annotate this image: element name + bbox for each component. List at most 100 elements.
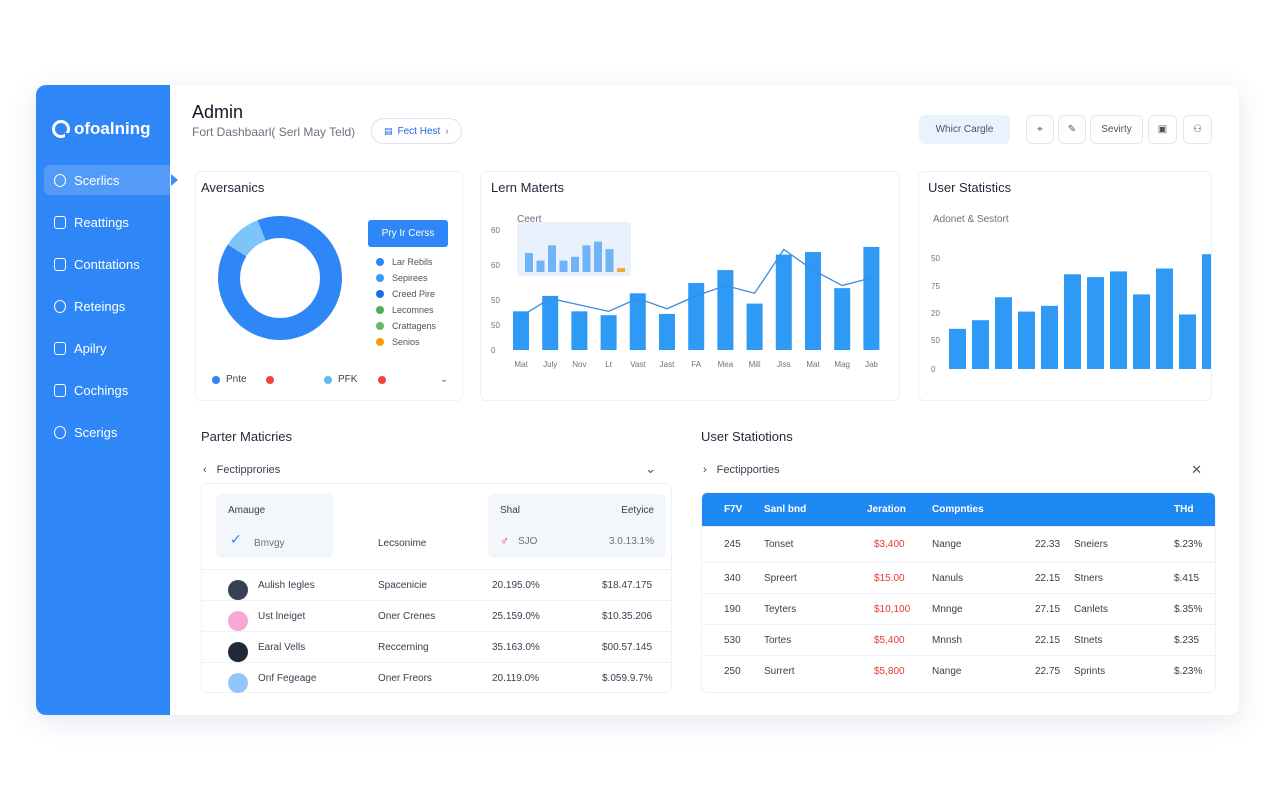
bar (746, 303, 763, 350)
table-row[interactable]: 340 Spreert $15.00 Nanuls 22.15 Stners $… (702, 562, 1215, 593)
left-table: Amauge ✓ Bmvgy Lecsonime Shal Eetyice ♂ … (201, 483, 672, 693)
sidebar-item-reteings[interactable]: Reteings (44, 291, 170, 321)
cell: Stnets (1074, 635, 1103, 646)
clipboard-icon (54, 215, 66, 229)
cell: Tortes (764, 635, 792, 646)
column-header[interactable]: Sanl bnd (764, 504, 807, 515)
table-row[interactable]: 190 Teyters $10,100 Mnnge 27.15 Canlets … (702, 593, 1215, 624)
inset-bar (594, 241, 602, 272)
column-header[interactable]: Jeration (867, 504, 906, 515)
chevron-down-icon[interactable]: ⌄ (440, 374, 449, 385)
document-icon (54, 257, 66, 271)
filter-icon: ▤ (384, 125, 393, 136)
sidebar-item-label: Scerigs (74, 424, 118, 440)
box-icon (54, 341, 66, 355)
x-tick-label: Jast (660, 360, 675, 369)
filter-pill-label: Fect Hest (397, 125, 441, 137)
row-value-a: 35.163.0% (492, 642, 540, 653)
y-tick-label: 0 (491, 346, 496, 355)
y-tick-label: 20 (931, 309, 940, 318)
cell: Tonset (764, 539, 794, 550)
cell: 22.75 (1035, 666, 1061, 677)
sidebar-item-scerigs[interactable]: Scerigs (44, 417, 170, 447)
bar (805, 252, 821, 350)
donut-action-button[interactable]: Pry Ir Cerss (368, 220, 448, 247)
security-button[interactable]: Sevirty (1090, 115, 1143, 144)
row-name: Ust lneiget (258, 611, 306, 622)
column-header[interactable]: THd (1174, 504, 1194, 515)
gear-icon (54, 173, 66, 187)
legend-item: Sepirees (376, 270, 436, 286)
inset-bar (617, 268, 625, 272)
x-tick-label: Mea (718, 360, 734, 369)
page-title: Admin (192, 102, 244, 122)
legend-label: Creed Pire (392, 289, 436, 299)
row-name: Earal Vells (258, 642, 306, 653)
sidebar-item-label: Cochings (74, 382, 129, 398)
filter-label: Fectipprories (216, 464, 281, 476)
cell-amount: $10,100 (874, 604, 911, 615)
sidebar-item-reattings[interactable]: Reattings (44, 207, 170, 237)
cell: Surrert (764, 666, 795, 677)
table-row[interactable]: 250 Surrert $5,800 Nange 22.75 Sprints $… (702, 655, 1215, 686)
table-row[interactable]: Aulish Iegles Spacenicie 20.195.0% $18.4… (202, 569, 671, 600)
brand[interactable]: ofoalning (52, 119, 150, 139)
header-value: 3.0.13.1% (608, 536, 654, 547)
chevron-right-icon: › (445, 125, 449, 137)
cell: 22.33 (1035, 539, 1061, 550)
legend-label: Lecomnes (392, 305, 434, 315)
primary-action-button[interactable]: Whicr Cargle (919, 115, 1010, 144)
cell: 22.15 (1035, 635, 1061, 646)
column-header: Amauge (228, 505, 266, 516)
row-name: Aulish Iegles (258, 580, 315, 591)
x-tick-label: Mill (749, 360, 761, 369)
bar (775, 254, 792, 350)
close-icon[interactable]: ✕ (1191, 462, 1202, 477)
table-row[interactable]: Ust lneiget Oner Crenes 25.159.0% $10.35… (202, 600, 671, 631)
pin-button[interactable]: ⌖ (1026, 115, 1054, 144)
edit-button[interactable]: ✎ (1058, 115, 1086, 144)
inset-bar (559, 260, 568, 272)
sidebar-nav: Scerlics Reattings Conttations Reteings … (44, 165, 170, 459)
sidebar-item-cochings[interactable]: Cochings (44, 375, 170, 405)
legend-label: Senios (392, 337, 420, 347)
bar (1156, 268, 1173, 369)
sidebar-item-scerlics[interactable]: Scerlics (44, 165, 170, 195)
user-button[interactable]: ⚇ (1183, 115, 1212, 144)
cell-amount: $5,400 (874, 635, 905, 646)
legend-item: Crattagens (376, 318, 436, 334)
cell: Stners (1074, 573, 1103, 584)
right-table-filter[interactable]: › Fectipporties (703, 464, 780, 476)
x-tick-label: Mat (514, 360, 528, 369)
inset-bar (536, 260, 545, 272)
cell-amount: $15.00 (874, 573, 905, 584)
clipboard-button[interactable]: ▣ (1148, 115, 1177, 144)
table-row[interactable]: Earal Vells Reccerning 35.163.0% $00.57.… (202, 631, 671, 662)
table-row[interactable]: 530 Tortes $5,400 Mnnsh 22.15 Stnets $.2… (702, 624, 1215, 655)
legend-dot (376, 290, 384, 298)
sidebar-item-conttations[interactable]: Conttations (44, 249, 170, 279)
table-row[interactable]: 245 Tonset $3,400 Nange 22.33 Sneiers $.… (702, 526, 1215, 562)
cell-amount: $3,400 (874, 539, 905, 550)
column-header[interactable]: Compnties (932, 504, 984, 515)
pen-icon (54, 425, 66, 439)
app-window: ofoalning Scerlics Reattings Conttations… (36, 85, 1239, 715)
bar (600, 315, 617, 350)
column-header[interactable]: F7V (724, 504, 743, 515)
checkmark-icon[interactable]: ✓ (230, 531, 242, 547)
cell: 245 (724, 539, 741, 550)
cell: Nanuls (932, 573, 964, 584)
chevron-down-icon[interactable]: ⌄ (645, 461, 656, 476)
filter-label: Fectipporties (716, 464, 780, 476)
bar (1041, 305, 1058, 369)
cell: 530 (724, 635, 741, 646)
cell: Mnnsh (932, 635, 963, 646)
table-row[interactable]: Onf Fegeage Oner Freors 20.119.0% $.059.… (202, 662, 671, 693)
legend-dot (376, 306, 384, 314)
row-type: Oner Freors (378, 673, 432, 684)
sidebar-item-label: Scerlics (74, 172, 120, 188)
sidebar-item-apilry[interactable]: Apilry (44, 333, 170, 363)
filter-pill[interactable]: ▤ Fect Hest › (371, 118, 462, 144)
cell: Spreert (764, 573, 797, 584)
left-table-filter[interactable]: ‹ Fectipprories (203, 464, 280, 476)
